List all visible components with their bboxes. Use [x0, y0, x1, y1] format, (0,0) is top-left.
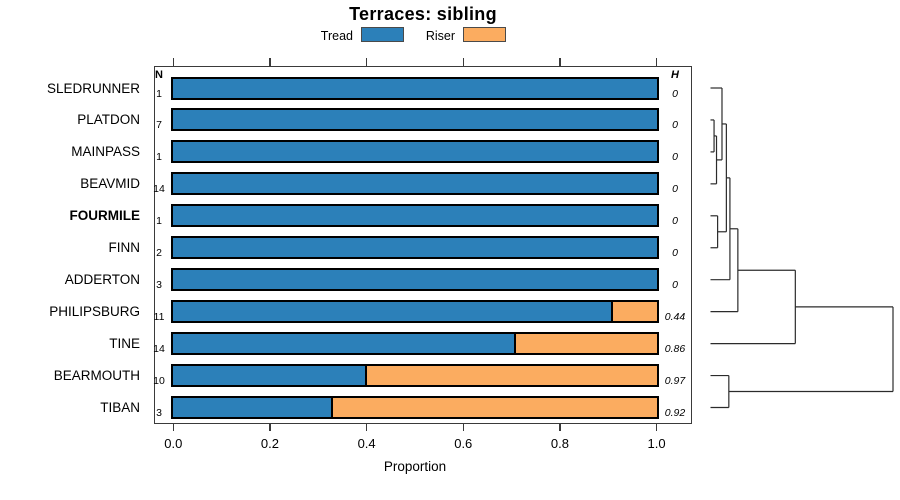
axis-tick-bottom	[269, 423, 271, 431]
bar-segment-tread	[173, 142, 657, 162]
axis-tick-label: 0.0	[164, 436, 183, 451]
row-label: PHILIPSBURG	[49, 304, 140, 320]
row-h-value: 0	[672, 151, 678, 164]
row-label: BEAVMID	[80, 176, 140, 192]
axis-tick-bottom	[559, 423, 561, 431]
row-label: TIBAN	[100, 400, 140, 415]
row-n-value: 3	[156, 279, 162, 292]
bar-segment-tread	[173, 238, 657, 258]
row-label: PLATDON	[77, 112, 140, 128]
bar	[171, 140, 659, 164]
legend-swatch-riser	[463, 27, 506, 42]
row-label: SLEDRUNNER	[46, 80, 140, 96]
plot-area-frame	[153, 66, 692, 424]
row-h-value: 0.97	[664, 375, 686, 388]
row-h-value: 0	[672, 119, 678, 132]
bar	[171, 332, 659, 356]
row-h-value: 0.86	[664, 343, 686, 356]
bar-segment-tread	[173, 334, 517, 354]
bar	[171, 300, 659, 324]
bar-segment-tread	[173, 206, 657, 226]
bar-segment-tread	[173, 78, 657, 98]
axis-tick-label: 1.0	[647, 436, 666, 451]
row-label: BEARMOUTH	[53, 368, 140, 384]
row-n-value: 14	[153, 343, 165, 356]
row-label: MAINPASS	[71, 144, 140, 160]
legend-label-riser: Riser	[425, 29, 455, 43]
bar-segment-tread	[173, 398, 333, 417]
row-n-value: 1	[156, 215, 162, 228]
axis-tick-top	[365, 58, 368, 66]
bar	[171, 268, 659, 292]
axis-tick-top	[462, 58, 465, 66]
bar-segment-tread	[173, 174, 657, 194]
bar	[171, 108, 659, 132]
row-h-value: 0	[672, 279, 678, 292]
chart-title: Terraces: sibling	[349, 4, 497, 24]
axis-tick-bottom	[655, 423, 658, 431]
row-label: FOURMILE	[69, 208, 141, 224]
row-n-value: 10	[153, 375, 165, 388]
row-h-value: 0.44	[664, 311, 686, 324]
bar	[171, 364, 659, 388]
legend-label-tread: Tread	[320, 29, 353, 43]
row-n-value: 14	[153, 183, 165, 196]
row-label: ADDERTON	[64, 272, 140, 288]
axis-tick-top	[269, 58, 271, 66]
bar	[171, 236, 659, 260]
axis-tick-bottom	[365, 423, 368, 431]
axis-tick-label: 0.8	[550, 436, 569, 451]
bar-segment-tread	[173, 302, 614, 322]
row-label: FINN	[108, 240, 141, 256]
row-h-value: 0	[672, 247, 678, 260]
row-n-value: 11	[153, 311, 165, 324]
bar-segment-tread	[173, 270, 657, 290]
bar	[171, 396, 659, 419]
axis-tick-top	[655, 58, 658, 66]
row-n-value: 2	[156, 247, 162, 260]
row-n-value: 1	[156, 151, 162, 164]
row-n-value: 1	[156, 87, 162, 100]
x-axis-title: Proportion	[383, 459, 447, 474]
axis-tick-label: 0.2	[260, 436, 279, 451]
legend-swatch-tread	[361, 27, 404, 42]
bar-segment-tread	[173, 110, 657, 130]
bar	[171, 204, 659, 228]
n-column-header: N	[155, 69, 163, 81]
row-h-value: 0	[672, 183, 678, 196]
axis-tick-bottom	[172, 423, 175, 431]
axis-tick-top	[172, 58, 175, 66]
row-h-value: 0.92	[664, 407, 686, 419]
row-n-value: 7	[156, 119, 162, 132]
axis-tick-top	[559, 58, 561, 66]
bar-segment-tread	[173, 366, 367, 386]
axis-tick-label: 0.6	[454, 436, 473, 451]
bar	[171, 76, 659, 100]
row-label: TINE	[109, 336, 140, 352]
axis-tick-bottom	[462, 423, 465, 431]
row-h-value: 0	[672, 87, 678, 100]
row-n-value: 3	[156, 407, 162, 419]
bar	[171, 172, 659, 196]
axis-tick-label: 0.4	[357, 436, 376, 451]
h-column-header: H	[671, 69, 679, 81]
row-h-value: 0	[672, 215, 678, 228]
